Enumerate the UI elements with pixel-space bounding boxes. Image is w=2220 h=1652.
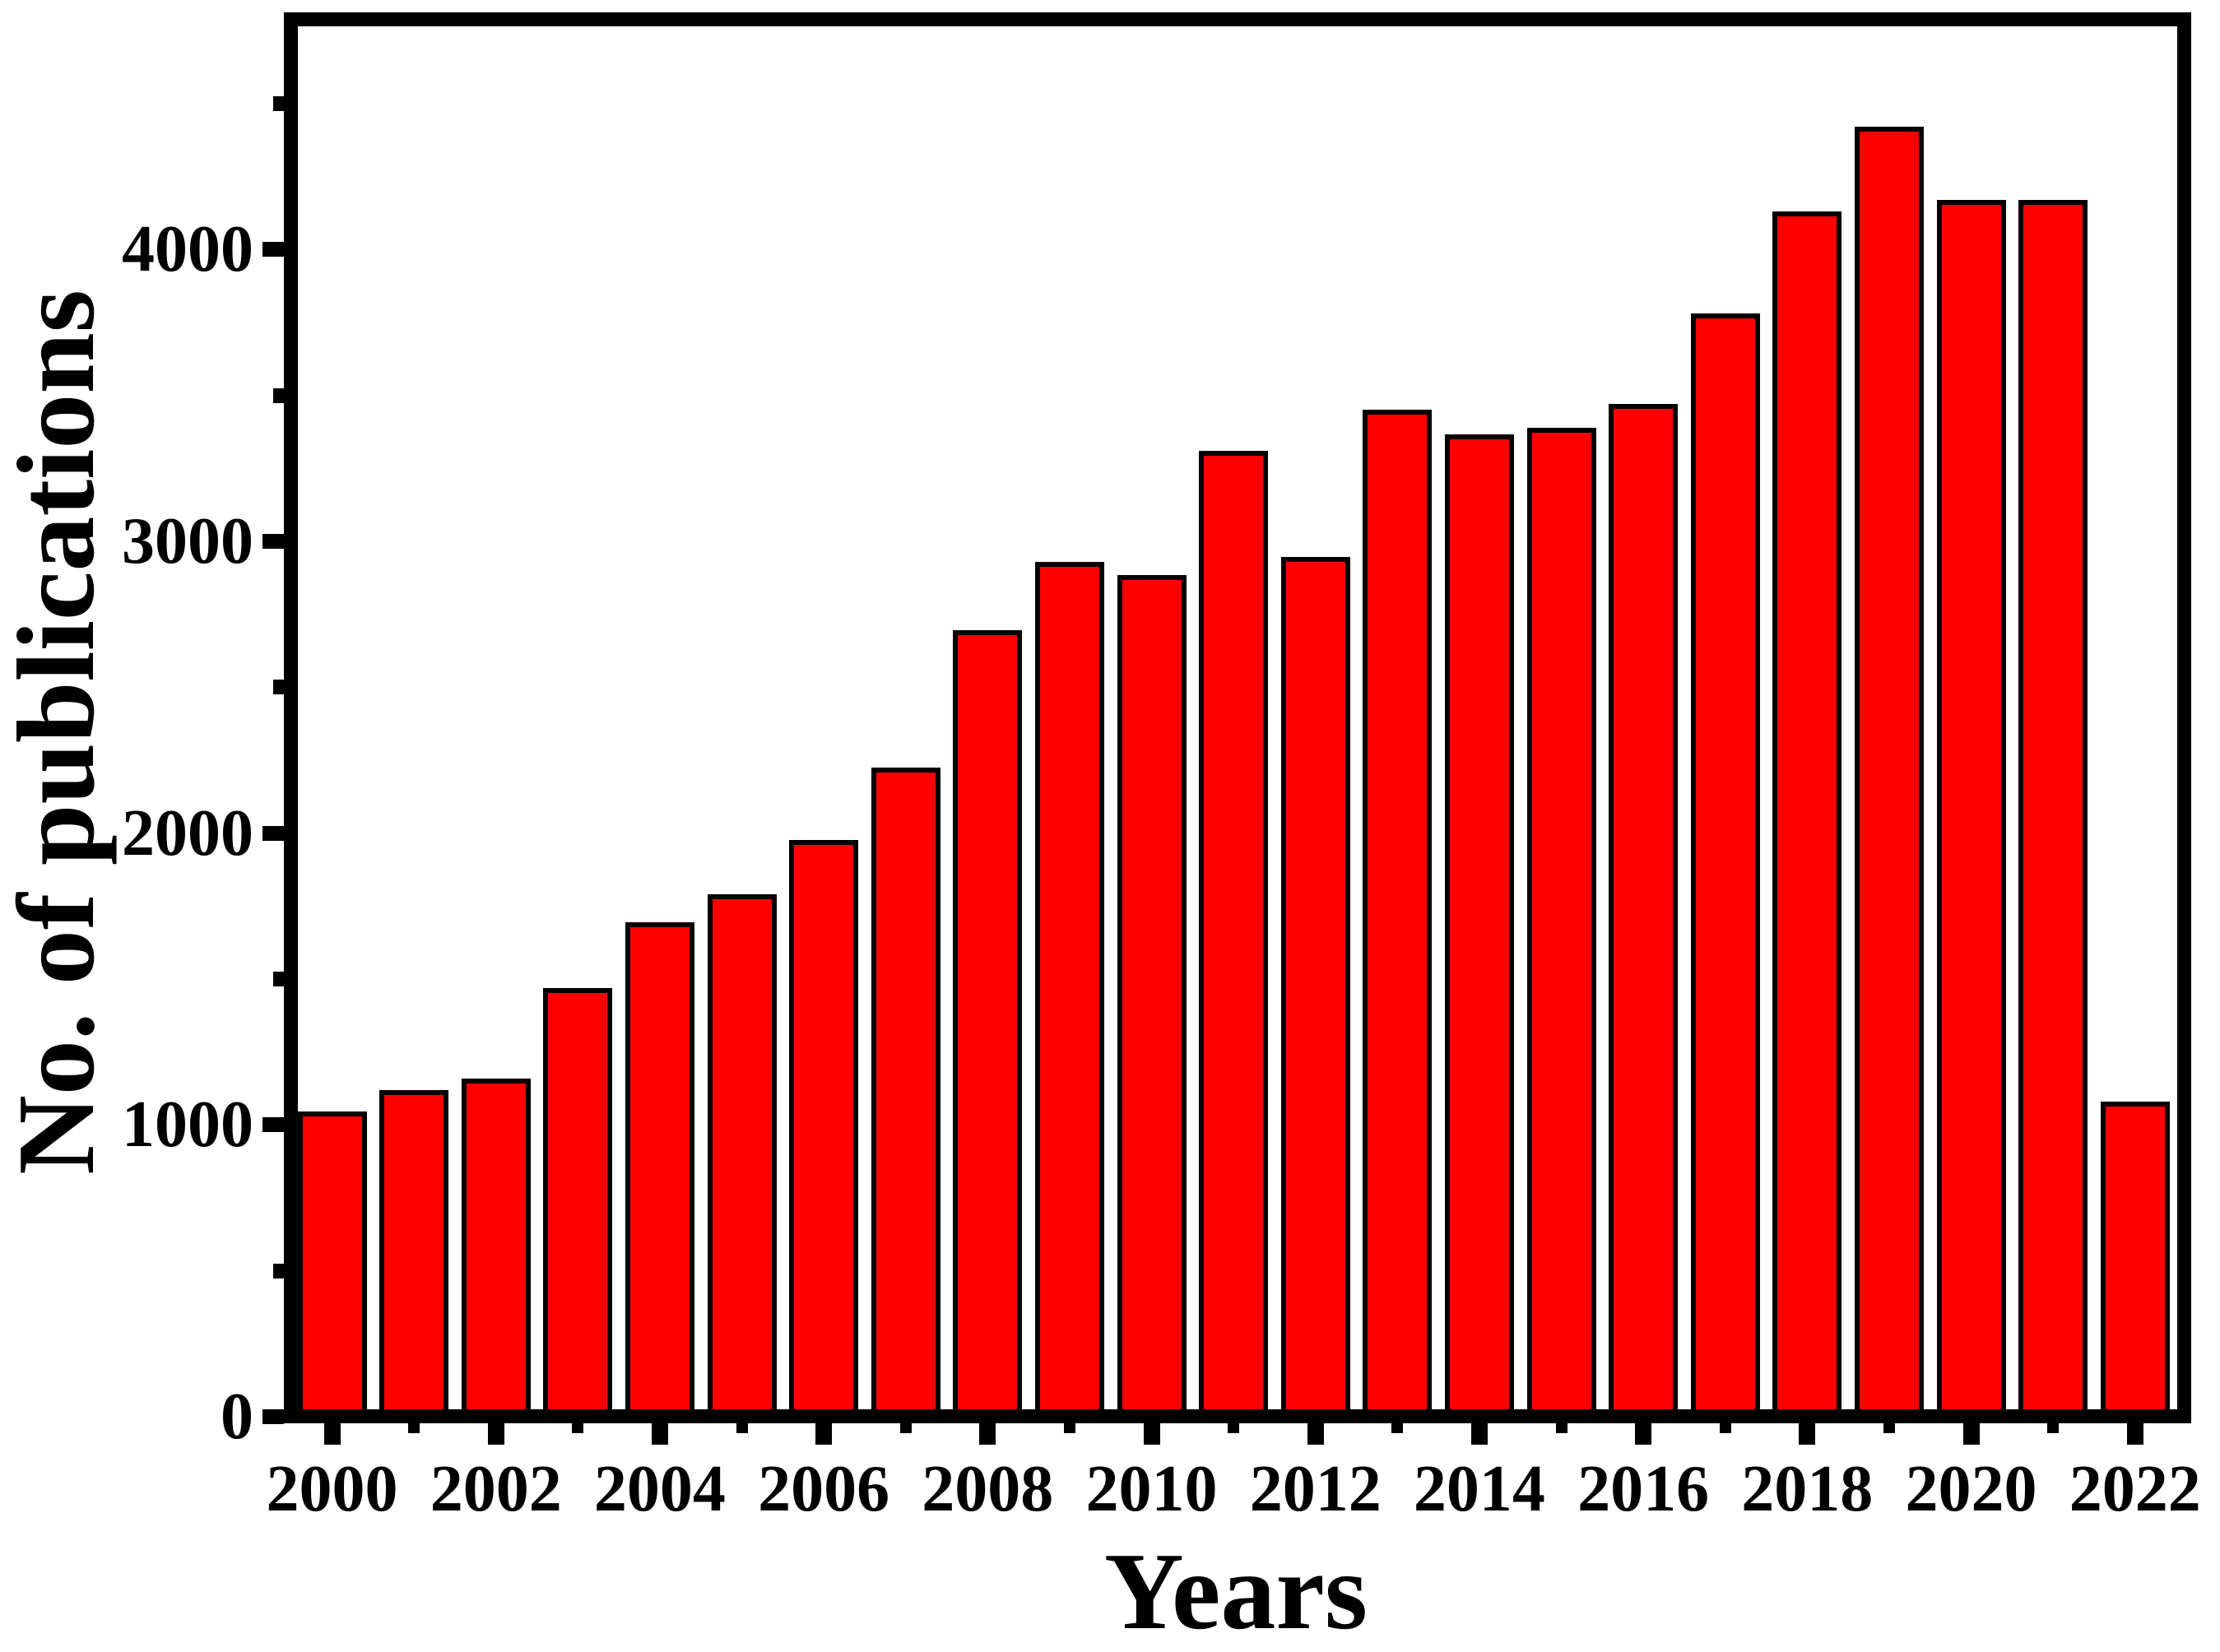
bar-2000 (297, 1111, 367, 1414)
x-major-tick-mark (323, 1423, 341, 1445)
bar-2015 (1526, 427, 1596, 1414)
x-minor-tick-mark (1228, 1423, 1240, 1433)
bar-2006 (789, 840, 859, 1414)
x-major-tick-mark (1962, 1423, 1980, 1445)
bar-2001 (379, 1089, 449, 1414)
x-tick-label: 2022 (2069, 1453, 2201, 1525)
y-major-tick-mark (262, 1117, 284, 1133)
x-major-tick-mark (1307, 1423, 1324, 1445)
y-minor-tick-mark (273, 387, 284, 403)
bar-2022 (2100, 1101, 2170, 1414)
bar-2020 (1936, 199, 2006, 1414)
bar-2008 (953, 630, 1023, 1414)
bar-2010 (1117, 574, 1187, 1414)
y-major-tick-mark (262, 533, 284, 549)
x-tick-label: 2008 (922, 1453, 1054, 1525)
x-minor-tick-mark (1883, 1423, 1895, 1433)
x-major-tick-mark (1143, 1423, 1160, 1445)
bar-2019 (1854, 127, 1924, 1414)
y-tick-label: 4000 (122, 213, 253, 286)
y-major-tick-mark (262, 1409, 284, 1424)
x-minor-tick-mark (2047, 1423, 2060, 1433)
x-minor-tick-mark (1063, 1423, 1075, 1433)
bar-2017 (1690, 313, 1760, 1414)
bar-2004 (625, 921, 694, 1414)
x-major-tick-mark (1470, 1423, 1488, 1445)
x-minor-tick-mark (1719, 1423, 1731, 1433)
x-minor-tick-mark (408, 1423, 420, 1433)
x-minor-tick-mark (1391, 1423, 1404, 1433)
y-tick-label: 2000 (122, 796, 253, 870)
bar-2016 (1609, 404, 1679, 1414)
y-tick-label: 1000 (122, 1088, 253, 1162)
x-major-tick-mark (2126, 1423, 2143, 1445)
y-tick-label: 3000 (122, 504, 253, 578)
x-tick-label: 2018 (1741, 1453, 1874, 1525)
x-tick-label: 2012 (1249, 1453, 1382, 1525)
x-tick-label: 2010 (1085, 1453, 1218, 1525)
x-minor-tick-mark (736, 1423, 748, 1433)
x-tick-label: 2002 (430, 1453, 562, 1525)
y-tick-label: 0 (221, 1381, 253, 1453)
bar-2003 (543, 987, 613, 1414)
x-major-tick-mark (979, 1423, 996, 1445)
y-major-tick-mark (262, 825, 284, 841)
y-minor-tick-mark (273, 680, 284, 695)
bar-2005 (707, 894, 777, 1414)
x-minor-tick-mark (572, 1423, 584, 1433)
x-major-tick-mark (651, 1423, 668, 1445)
bar-2011 (1199, 450, 1269, 1414)
x-major-tick-mark (815, 1423, 833, 1445)
x-tick-label: 2000 (266, 1453, 398, 1525)
x-axis-title: Years (1103, 1530, 1368, 1652)
y-minor-tick-mark (273, 1263, 284, 1278)
bar-2014 (1444, 434, 1514, 1414)
bar-2012 (1280, 557, 1350, 1414)
x-minor-tick-mark (899, 1423, 912, 1433)
x-minor-tick-mark (1555, 1423, 1567, 1433)
bar-2007 (871, 767, 940, 1414)
bar-2018 (1772, 211, 1842, 1414)
bar-2009 (1034, 561, 1104, 1414)
y-axis-title: No. of publications (0, 290, 117, 1175)
y-minor-tick-mark (273, 95, 284, 111)
x-major-tick-mark (487, 1423, 504, 1445)
x-tick-label: 2016 (1577, 1453, 1710, 1525)
x-tick-label: 2014 (1413, 1453, 1545, 1525)
x-major-tick-mark (1635, 1423, 1652, 1445)
x-tick-label: 2006 (758, 1453, 890, 1525)
y-minor-tick-mark (273, 971, 284, 986)
y-major-tick-mark (262, 242, 284, 258)
x-tick-label: 2004 (593, 1453, 726, 1525)
x-tick-label: 2020 (1905, 1453, 2037, 1525)
x-major-tick-mark (1799, 1423, 1816, 1445)
